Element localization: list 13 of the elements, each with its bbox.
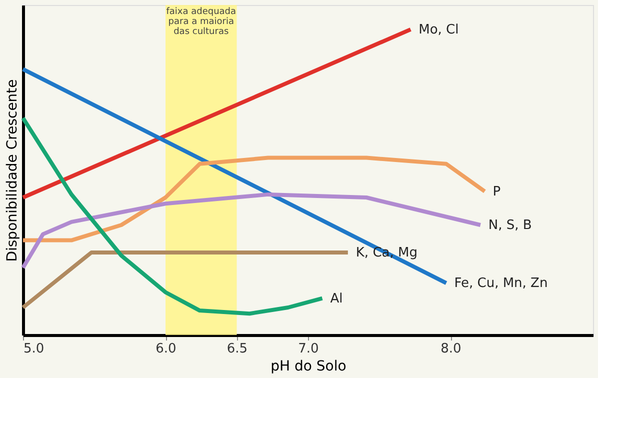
y-axis-title: Disponibilidade Crescente xyxy=(4,79,20,262)
series-label: Fe, Cu, Mn, Zn xyxy=(454,276,548,292)
x-axis-title: pH do Solo xyxy=(270,358,346,374)
x-tick-label: 6.0 xyxy=(156,342,176,356)
x-tick-label: 7.0 xyxy=(298,342,319,356)
x-tick-label: 8.0 xyxy=(440,342,462,356)
x-tick-label: 6.5 xyxy=(226,342,248,356)
series-label: N, S, B xyxy=(488,218,532,233)
band-label: faixa adequada para a maioria das culturas xyxy=(166,7,236,37)
series-label: Al xyxy=(330,291,343,306)
series-label: Mo, Cl xyxy=(418,22,459,38)
series-label: P xyxy=(492,184,501,200)
x-tick-label: 5.0 xyxy=(24,342,44,356)
